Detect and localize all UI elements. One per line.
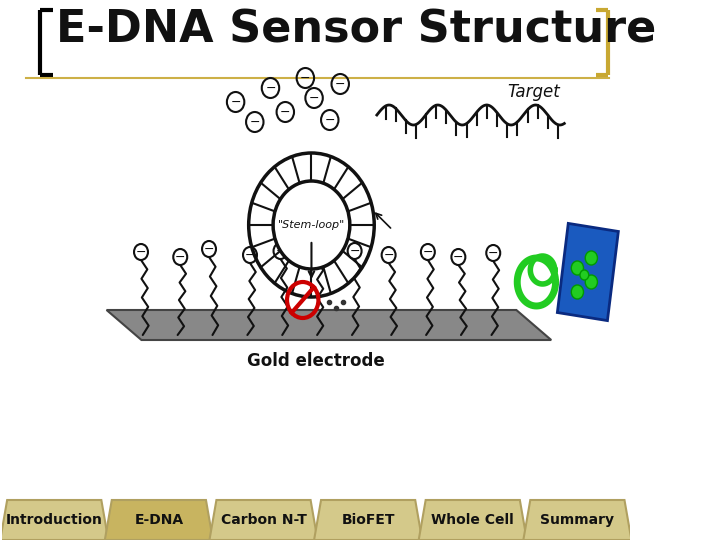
Polygon shape (210, 500, 318, 540)
Text: −: − (204, 242, 215, 255)
Text: Target: Target (508, 83, 560, 101)
Polygon shape (557, 224, 618, 321)
Text: Carbon N-T: Carbon N-T (220, 513, 307, 527)
Text: −: − (136, 246, 146, 259)
Text: −: − (423, 246, 433, 259)
Circle shape (571, 285, 583, 299)
Text: Summary: Summary (541, 513, 614, 527)
Text: −: − (300, 71, 310, 84)
Text: −: − (280, 105, 291, 118)
Text: BioFET: BioFET (341, 513, 395, 527)
Text: −: − (275, 245, 286, 258)
Polygon shape (523, 500, 631, 540)
Text: −: − (488, 246, 498, 260)
Text: Whole Cell: Whole Cell (431, 513, 514, 527)
Text: −: − (175, 251, 186, 264)
Text: −: − (349, 245, 360, 258)
Text: −: − (325, 113, 335, 126)
Text: Gold electrode: Gold electrode (247, 352, 384, 370)
Polygon shape (419, 500, 527, 540)
Text: −: − (265, 82, 276, 94)
Text: E-DNA: E-DNA (135, 513, 184, 527)
Text: −: − (245, 248, 256, 261)
Circle shape (585, 251, 598, 265)
Polygon shape (0, 500, 108, 540)
Circle shape (273, 181, 350, 269)
Text: "Stem-loop": "Stem-loop" (278, 220, 345, 230)
Circle shape (571, 261, 583, 275)
Circle shape (585, 275, 598, 289)
Text: Introduction: Introduction (6, 513, 103, 527)
Circle shape (580, 270, 589, 280)
Polygon shape (105, 500, 213, 540)
Text: E-DNA Sensor Structure: E-DNA Sensor Structure (56, 9, 656, 51)
Polygon shape (107, 310, 552, 340)
Text: −: − (453, 251, 464, 264)
Text: −: − (383, 248, 394, 261)
Text: −: − (250, 116, 260, 129)
Text: −: − (312, 246, 323, 260)
Text: −: − (335, 78, 346, 91)
Text: −: − (309, 91, 320, 105)
Text: −: − (230, 96, 241, 109)
Polygon shape (314, 500, 422, 540)
